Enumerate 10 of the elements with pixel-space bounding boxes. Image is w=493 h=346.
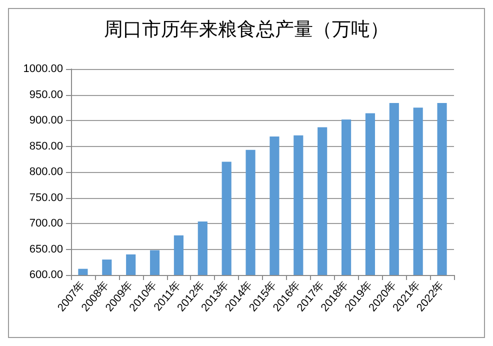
y-tick-label: 900.00 [29,114,63,126]
y-tick-label: 700.00 [29,218,63,230]
y-tick-label: 600.00 [29,269,63,281]
y-tick-label: 750.00 [29,192,63,204]
y-tick-label: 1000.00 [23,63,63,75]
chart-title: 周口市历年来粮食总产量（万吨） [104,18,389,40]
y-tick-label: 950.00 [29,88,63,101]
y-tick-label: 850.00 [29,140,63,152]
y-tick-label: 800.00 [29,166,63,178]
y-tick-label: 650.00 [29,243,63,256]
